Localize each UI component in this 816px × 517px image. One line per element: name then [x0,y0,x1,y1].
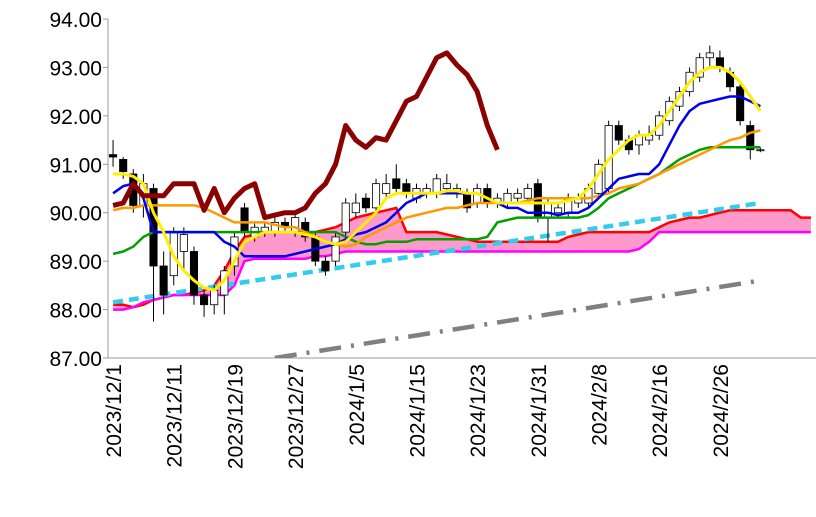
candle-body [614,125,623,141]
candle-body [321,260,330,272]
candle-body [736,86,745,122]
cloud-span [113,230,811,311]
x-tick-label: 2024/2/8 [589,364,612,446]
indicator-line [112,129,761,248]
candle-body [159,265,168,296]
candle-body [442,183,451,189]
candle-body [523,188,532,199]
candle-body [291,217,300,233]
candle-body [109,154,118,158]
y-tick-label: 93.00 [49,57,102,80]
x-tick-label: 2023/12/1 [103,364,126,457]
x-tick-label: 2024/1/23 [467,364,490,457]
indicator-line [113,65,762,292]
y-tick-label: 89.00 [49,251,102,274]
y-tick-label: 91.00 [49,154,102,177]
candle-body [189,251,199,296]
y-tick-label: 92.00 [49,106,102,129]
candle-body [513,192,522,199]
y-tick-label: 90.00 [49,203,102,226]
candle-body [240,207,249,233]
x-tick-label: 2024/2/16 [649,364,672,457]
candle-body [179,234,188,252]
trendline [274,278,761,358]
candle-body [119,159,128,172]
candle-body [392,178,401,189]
candle-body [554,207,563,214]
plot [109,45,811,358]
y-tick-label: 87.00 [49,348,102,371]
candle-body [331,236,340,262]
candle-body [361,197,370,209]
x-tick-label: 2023/12/27 [285,364,308,469]
candle-body [382,183,391,194]
candle-body [351,202,360,214]
y-tick-label: 88.00 [49,300,102,323]
indicator-line [112,50,500,221]
x-tick-label: 2024/1/5 [346,364,369,446]
candle-body [746,125,755,151]
x-tick-label: 2024/2/26 [710,364,733,457]
candle-body [200,294,209,306]
x-tick-label: 2024/1/31 [528,364,551,457]
x-tick-label: 2023/12/19 [224,364,247,469]
candle-body [705,52,714,59]
candle-body [543,202,553,218]
candle-body [756,149,765,152]
y-tick-label: 94.00 [49,9,102,32]
candle-body [149,188,158,267]
trendline [112,200,761,305]
x-tick-label: 2023/12/11 [164,364,187,468]
candle-body [695,57,704,78]
x-tick-label: 2024/1/15 [406,364,429,457]
candle-body [341,202,350,233]
candle-body [210,289,219,306]
candle-body [371,183,381,209]
